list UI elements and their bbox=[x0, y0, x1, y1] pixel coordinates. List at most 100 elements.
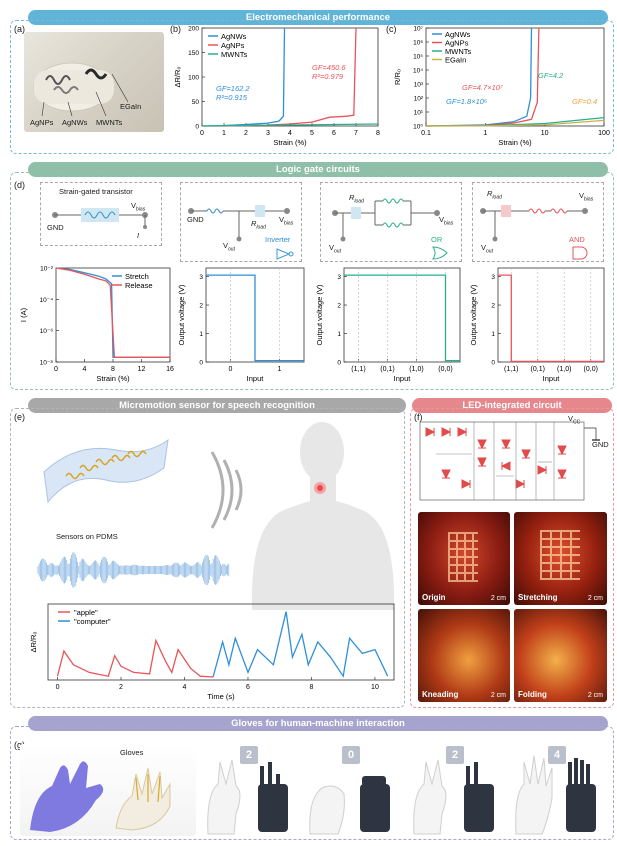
plot-frame bbox=[343, 267, 461, 363]
led-diode-icon bbox=[500, 461, 511, 471]
electro-panel bbox=[10, 20, 614, 154]
x-tick-label: 1 bbox=[222, 130, 226, 137]
y-tick-label: 10⁵ bbox=[413, 54, 423, 61]
chart-e: 0 2 4 6 8 10 Time (s) ΔR/R₀ "apple""computer" bbox=[29, 603, 395, 701]
y-tick-label: 3 bbox=[491, 274, 495, 281]
panel-label-b: (b) bbox=[170, 24, 181, 34]
y-tick-label: 0 bbox=[195, 124, 199, 131]
y-axis-label: R/R₀ bbox=[393, 69, 402, 85]
chart-c: 0.1 1 10 100 10⁰ 10¹ 10² 10³ 10⁴ 10⁵ 10⁶ 10⁷ Strain … bbox=[393, 26, 610, 148]
gloves-panel bbox=[10, 726, 614, 840]
and-box: Rload Vbias Vout AND bbox=[472, 182, 604, 262]
legend-label: AgNPs bbox=[445, 39, 469, 48]
inverter-schematic bbox=[188, 205, 294, 260]
y-tick-label: 1 bbox=[491, 331, 495, 338]
y-tick-label: 10⁷ bbox=[413, 26, 423, 33]
y-tick-label: 10⁰ bbox=[413, 124, 423, 131]
x-tick-label: (1,0) bbox=[557, 366, 571, 373]
x-tick-label: 3 bbox=[266, 130, 270, 137]
led-diode-icon bbox=[515, 479, 526, 489]
y-axis-label: I (A) bbox=[19, 307, 28, 322]
y-axis-label: ΔR/R₀ bbox=[29, 631, 38, 652]
inverter-gnd: GND bbox=[187, 215, 204, 224]
x-axis-label: Strain (%) bbox=[273, 138, 307, 147]
digit-box-3: 2 bbox=[446, 746, 464, 764]
led-diode-icon bbox=[557, 469, 567, 480]
x-tick-label: 4 bbox=[288, 130, 292, 137]
series-line-1 bbox=[344, 274, 460, 362]
or-rload: Rload bbox=[349, 193, 364, 205]
annotation: GF=4.7×10⁷ bbox=[462, 83, 503, 92]
led-diode-icon bbox=[501, 439, 511, 450]
series-line-4 bbox=[425, 119, 605, 127]
plot-frame bbox=[205, 267, 305, 363]
audio-waveform bbox=[37, 552, 230, 588]
sensors-pdms-label: Sensors on PDMS bbox=[56, 532, 118, 541]
speech-panel bbox=[10, 408, 405, 708]
plot-frame bbox=[47, 603, 395, 681]
x-tick-label: 10 bbox=[371, 684, 379, 691]
legend-label: Stretch bbox=[125, 272, 149, 281]
x-axis-label: Time (s) bbox=[207, 692, 235, 701]
y-tick-label: 1 bbox=[337, 331, 341, 338]
chart-d4: (1,1) (0,1) (1,0) (0,0) 0 1 2 3 Input Output volt… bbox=[469, 267, 605, 383]
robot-hand-photo-1: 2 bbox=[200, 744, 300, 836]
y-tick-label: 10⁻² bbox=[40, 266, 54, 273]
led-diode-icon bbox=[457, 427, 468, 437]
circuit-outline bbox=[419, 421, 585, 501]
y-axis-label: Output voltage (V) bbox=[469, 284, 478, 345]
legend-label: "apple" bbox=[74, 608, 98, 617]
legend-label: AgNWs bbox=[221, 32, 247, 41]
y-tick-label: 2 bbox=[491, 303, 495, 310]
panel-label-e: (e) bbox=[14, 412, 25, 422]
gloves-banner: Gloves for human-machine interaction bbox=[28, 716, 608, 731]
x-tick-label: 6 bbox=[246, 684, 250, 691]
x-axis-label: Input bbox=[247, 374, 265, 383]
inverter-rload: Rload bbox=[251, 219, 266, 231]
x-tick-label: 0 bbox=[200, 130, 204, 137]
led-diode-icon bbox=[425, 427, 436, 437]
y-tick-label: 0 bbox=[491, 360, 495, 367]
x-tick-label: 4 bbox=[183, 684, 187, 691]
y-tick-label: 150 bbox=[188, 50, 199, 57]
gloves-label: Gloves bbox=[120, 748, 144, 757]
led-diode-icon bbox=[441, 469, 451, 480]
robot-hand-photo-3: 2 bbox=[406, 744, 506, 836]
inverter-label: Inverter bbox=[265, 235, 291, 244]
x-axis-label: Input bbox=[543, 374, 561, 383]
x-tick-label: 100 bbox=[598, 130, 610, 137]
legend-label: AgNWs bbox=[445, 30, 471, 39]
label-egain: EGaIn bbox=[120, 102, 142, 111]
electro-banner: Electromechanical performance bbox=[28, 10, 608, 25]
y-tick-label: 10¹ bbox=[414, 110, 424, 117]
led-diode-icon bbox=[557, 445, 567, 456]
led-photo-stretching: Stretching 2 cm bbox=[514, 512, 607, 605]
led-diode-icon bbox=[477, 439, 487, 450]
y-tick-label: 0 bbox=[337, 360, 341, 367]
digit-box-2: 0 bbox=[342, 746, 360, 764]
scale-stretching: 2 cm bbox=[587, 595, 603, 602]
x-tick-label: 0 bbox=[56, 684, 60, 691]
human-torso-illustration bbox=[251, 422, 395, 610]
x-tick-label: 8 bbox=[310, 684, 314, 691]
gloves-drawing bbox=[30, 761, 171, 832]
x-tick-label: 16 bbox=[166, 366, 174, 373]
transistor-vbias: Vbias bbox=[131, 201, 146, 213]
chart-d3: (1,1) (0,1) (1,0) (0,0) 0 1 2 3 Input Output volt… bbox=[315, 267, 461, 383]
legend-label: MWNTs bbox=[445, 47, 471, 56]
series-line-2 bbox=[212, 611, 389, 678]
finger-drawing bbox=[33, 62, 129, 117]
panel-label-c: (c) bbox=[386, 24, 397, 34]
panel-label-d: (d) bbox=[14, 180, 25, 190]
series-line-3 bbox=[201, 123, 379, 127]
y-tick-label: 1 bbox=[199, 331, 203, 338]
label-mwnts: MWNTs bbox=[96, 118, 123, 127]
y-tick-label: 10² bbox=[414, 96, 424, 103]
x-tick-label: 0 bbox=[54, 366, 58, 373]
inverter-vbias: Vbias bbox=[279, 215, 294, 227]
x-tick-label: 1 bbox=[278, 366, 282, 373]
label-agnps: AgNPs bbox=[30, 118, 54, 127]
panel-label-g: (g) bbox=[14, 740, 25, 750]
or-vout: Vout bbox=[329, 243, 341, 255]
transistor-box: Strain-gated transistor GND Vbias I bbox=[40, 182, 162, 246]
